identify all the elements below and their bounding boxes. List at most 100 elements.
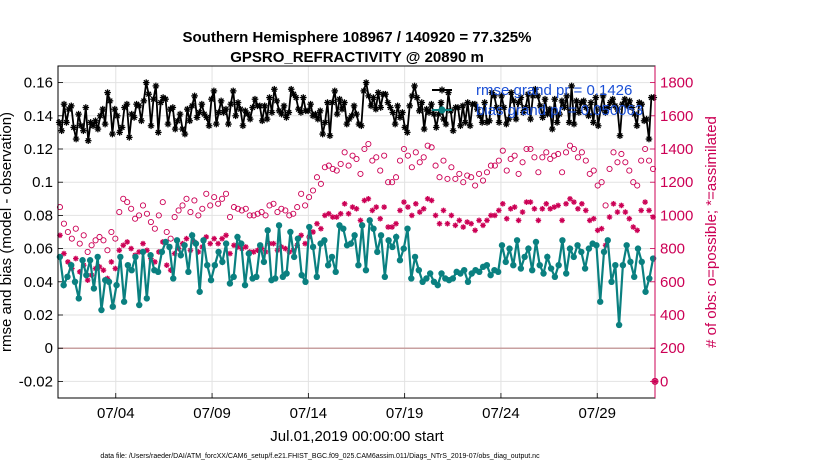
assimilated-point <box>638 207 644 214</box>
bias-point <box>109 303 116 310</box>
marker-stroke <box>599 226 605 232</box>
marker-stroke <box>179 126 186 132</box>
marker-stroke <box>450 127 456 134</box>
marker-stroke <box>409 93 415 99</box>
bias-point <box>351 232 358 239</box>
bias-point <box>222 240 230 247</box>
possible-point <box>377 167 384 174</box>
bias-point <box>634 245 642 252</box>
bias-point <box>559 237 566 244</box>
marker-stroke <box>334 111 340 117</box>
marker-stroke <box>493 104 500 111</box>
rmse-point <box>316 107 324 115</box>
possible-point <box>511 152 518 159</box>
marker-stroke <box>207 241 213 247</box>
marker-stroke <box>172 126 179 132</box>
rmse-point <box>437 99 445 106</box>
possible-point <box>519 159 526 166</box>
marker-stroke <box>537 103 543 109</box>
possible-point <box>586 170 593 177</box>
marker-stroke <box>271 241 276 247</box>
bias-point <box>260 258 268 266</box>
marker-stroke <box>273 98 280 104</box>
marker-stroke <box>206 122 212 129</box>
possible-point <box>634 182 641 189</box>
rmse-point <box>96 112 104 120</box>
marker-stroke <box>498 93 505 99</box>
rmse-point <box>432 124 440 131</box>
bias-point <box>294 235 302 242</box>
rmse-point <box>266 94 273 101</box>
rmse-point <box>140 97 148 105</box>
y-axis-label: rmse and bias (model - observation) <box>0 112 15 352</box>
marker-stroke <box>126 134 133 141</box>
marker-stroke <box>317 108 324 114</box>
assimilated-point <box>618 202 625 209</box>
marker-stroke <box>634 122 640 129</box>
x-tick-label: 07/04 <box>97 405 135 422</box>
rmse-point <box>442 120 450 128</box>
possible-point <box>76 240 83 247</box>
marker-stroke <box>431 111 437 117</box>
rmse-point <box>522 104 529 111</box>
marker-stroke <box>472 227 478 233</box>
marker-stroke <box>228 101 234 107</box>
marker-stroke <box>138 117 145 124</box>
assimilated-point <box>227 250 233 257</box>
possible-point <box>294 204 301 211</box>
assimilated-point <box>452 222 459 229</box>
marker-stroke <box>288 86 295 93</box>
y2-tick-label: 1400 <box>660 141 693 158</box>
bias-point <box>253 273 260 281</box>
rmse-point <box>101 120 109 128</box>
rmse-point <box>273 97 281 105</box>
assimilated-point <box>523 199 530 205</box>
marker-stroke <box>421 126 427 132</box>
rmse-point <box>312 110 319 118</box>
possible-point <box>179 202 186 209</box>
marker-stroke <box>642 199 648 205</box>
rmse-point <box>396 114 404 121</box>
rmse-point <box>471 100 479 108</box>
marker-stroke <box>261 103 268 109</box>
rmse-point <box>106 97 114 105</box>
bias-point <box>290 253 298 261</box>
bias-point <box>154 268 162 276</box>
x-tick-label: 07/09 <box>193 405 231 422</box>
assimilated-point <box>448 212 455 219</box>
rmse-point <box>297 109 305 116</box>
rmse-point <box>541 95 549 103</box>
bias-point <box>94 253 101 261</box>
rmse-point <box>113 112 121 120</box>
rmse-point <box>126 134 133 141</box>
marker-stroke <box>539 206 545 212</box>
bias-point <box>306 223 313 231</box>
possible-point <box>424 142 431 149</box>
assimilated-point <box>84 277 91 283</box>
marker-stroke <box>464 219 470 225</box>
marker-stroke <box>543 201 549 207</box>
marker-stroke <box>237 106 244 112</box>
rmse-point <box>58 127 65 135</box>
rmse-point <box>532 85 539 93</box>
bias-point <box>400 245 407 252</box>
assimilated-point <box>630 224 637 230</box>
marker-stroke <box>360 88 367 94</box>
assimilated-point <box>326 210 332 217</box>
possible-point <box>503 167 510 174</box>
marker-stroke <box>397 114 403 121</box>
assimilated-point <box>460 224 467 230</box>
marker-stroke <box>597 106 604 112</box>
possible-point <box>527 145 534 153</box>
y2-tick-label: 1600 <box>660 108 693 125</box>
marker-stroke <box>460 224 466 230</box>
assimilated-point <box>511 204 518 210</box>
bias-point <box>60 281 67 289</box>
marker-stroke <box>607 214 612 220</box>
rmse-point <box>304 107 312 115</box>
assimilated-point <box>353 205 360 212</box>
marker-stroke <box>414 94 420 101</box>
bias-point <box>563 270 570 277</box>
rmse-point <box>602 109 609 116</box>
y-tick-label: 0.04 <box>24 274 53 291</box>
